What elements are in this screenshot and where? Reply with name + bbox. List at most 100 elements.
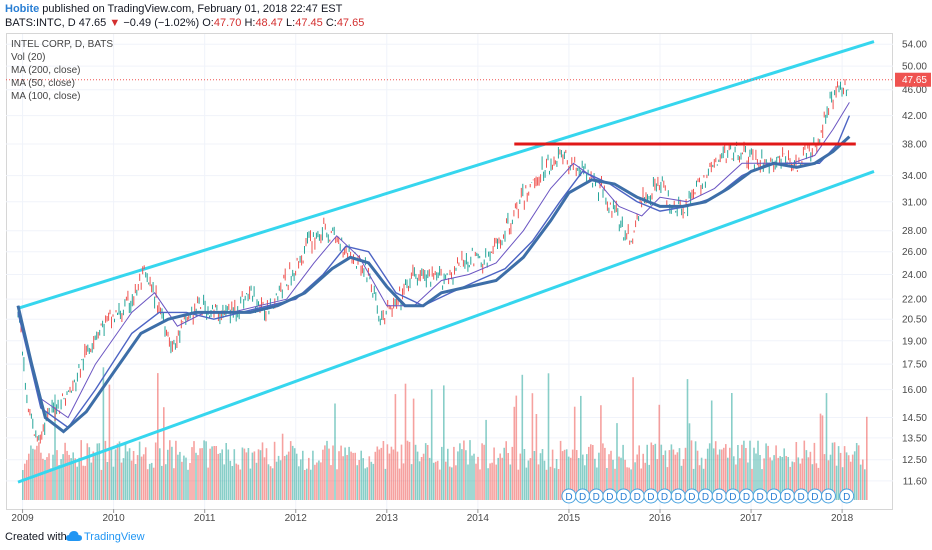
publish-info: published on TradingView.com, February 0… (42, 3, 343, 15)
volume-bar (563, 449, 566, 500)
volume-bar (596, 467, 598, 500)
dividend-marker-label: D (647, 492, 654, 503)
volume-bar (630, 469, 632, 500)
volume-bar (306, 468, 308, 500)
volume-bar (42, 458, 44, 500)
volume-bar (354, 452, 356, 500)
volume-bar (654, 443, 657, 500)
volume-bar (138, 441, 141, 500)
volume-bar (636, 454, 638, 500)
volume-bar (495, 464, 497, 500)
volume-bar (114, 449, 117, 500)
created-with-label: Created with (5, 531, 67, 543)
volume-bar (340, 445, 342, 500)
volume-bar (251, 452, 254, 500)
volume-bar (763, 458, 765, 500)
price-candles (17, 79, 849, 444)
volume-bar (616, 423, 618, 500)
close-label: C: (325, 17, 337, 29)
volume-bar (670, 444, 673, 500)
volume-bar (467, 464, 469, 500)
volume-bar (640, 468, 642, 500)
change-value: −0.49 (−1.02%) (123, 17, 200, 29)
volume-bar (249, 468, 252, 500)
volume-bar (193, 441, 195, 500)
volume-bar (608, 454, 610, 500)
volume-bar (80, 440, 82, 500)
volume-bar (465, 450, 467, 500)
volume-bar (493, 447, 495, 500)
volume-bar (823, 454, 826, 500)
volume-bar (733, 456, 735, 500)
volume-bar (757, 440, 759, 500)
legend-ma200[interactable]: MA (200, close) (11, 65, 81, 76)
volume-bar (827, 460, 830, 500)
volume-bar (708, 443, 711, 500)
volume-bar (189, 463, 191, 500)
tradingview-brand[interactable]: TradingView (66, 530, 145, 545)
y-tick-label: 22.00 (902, 295, 927, 306)
volume-bar (594, 458, 596, 500)
volume-bar (366, 467, 368, 500)
y-tick-label: 54.00 (902, 40, 927, 51)
volume-bar (453, 446, 455, 500)
volume-bar (211, 446, 213, 500)
volume-bar (674, 454, 677, 500)
volume-bar (257, 449, 260, 500)
volume-bar (588, 446, 590, 500)
volume-bar (426, 445, 429, 500)
volume-bar (205, 441, 207, 500)
dividend-marker-label: D (565, 492, 572, 503)
volume-bar (666, 467, 669, 500)
volume-bar (628, 467, 630, 500)
chart-frame[interactable] (6, 33, 893, 510)
volume-bar (36, 445, 38, 500)
volume-bar (459, 443, 461, 500)
volume-bar (406, 440, 409, 500)
dividend-marker-label: D (843, 492, 850, 503)
volume-bar (382, 441, 385, 500)
volume-bar (378, 449, 381, 500)
legend-ma100[interactable]: MA (100, close) (11, 91, 81, 102)
volume-bar (859, 464, 862, 500)
volume-bar (386, 444, 389, 500)
volume-bar (352, 452, 354, 500)
volume-bar (344, 447, 346, 500)
volume-bar (545, 469, 548, 500)
volume-bar (283, 456, 286, 500)
volume-bar (455, 465, 457, 500)
volume-bar (656, 459, 659, 500)
volume-bar (98, 443, 101, 500)
legend-ma50[interactable]: MA (50, close) (11, 78, 75, 89)
volume-bar (70, 458, 72, 500)
author-link[interactable]: Hobite (5, 3, 40, 15)
volume-bar (273, 441, 276, 500)
volume-bar (507, 453, 509, 500)
volume-bar (94, 455, 97, 500)
legend-volume[interactable]: Vol (20) (11, 52, 46, 63)
volume-bar (692, 468, 695, 500)
y-tick-label: 42.00 (902, 111, 927, 122)
volume-bar (124, 443, 127, 500)
volume-bar (747, 462, 749, 500)
volume-bar (285, 454, 288, 500)
volume-bar (702, 468, 705, 500)
volume-bar (847, 455, 850, 500)
volume-bar (567, 456, 570, 500)
volume-bar (845, 452, 848, 500)
dividend-marker (820, 488, 836, 504)
volume-bar (334, 403, 336, 500)
volume-bar (837, 446, 840, 500)
volume-bar (434, 461, 437, 500)
chart-legend: INTEL CORP, D, BATS Vol (20) MA (200, cl… (11, 38, 113, 103)
volume-bar (721, 449, 723, 500)
volume-bar (392, 449, 395, 500)
volume-bar (642, 453, 644, 500)
volume-bar (142, 454, 145, 500)
volume-bar (441, 446, 443, 500)
volume-bar (40, 452, 42, 500)
volume-bar (471, 455, 473, 500)
volume-bar (229, 460, 232, 500)
volume-bar (275, 461, 278, 500)
